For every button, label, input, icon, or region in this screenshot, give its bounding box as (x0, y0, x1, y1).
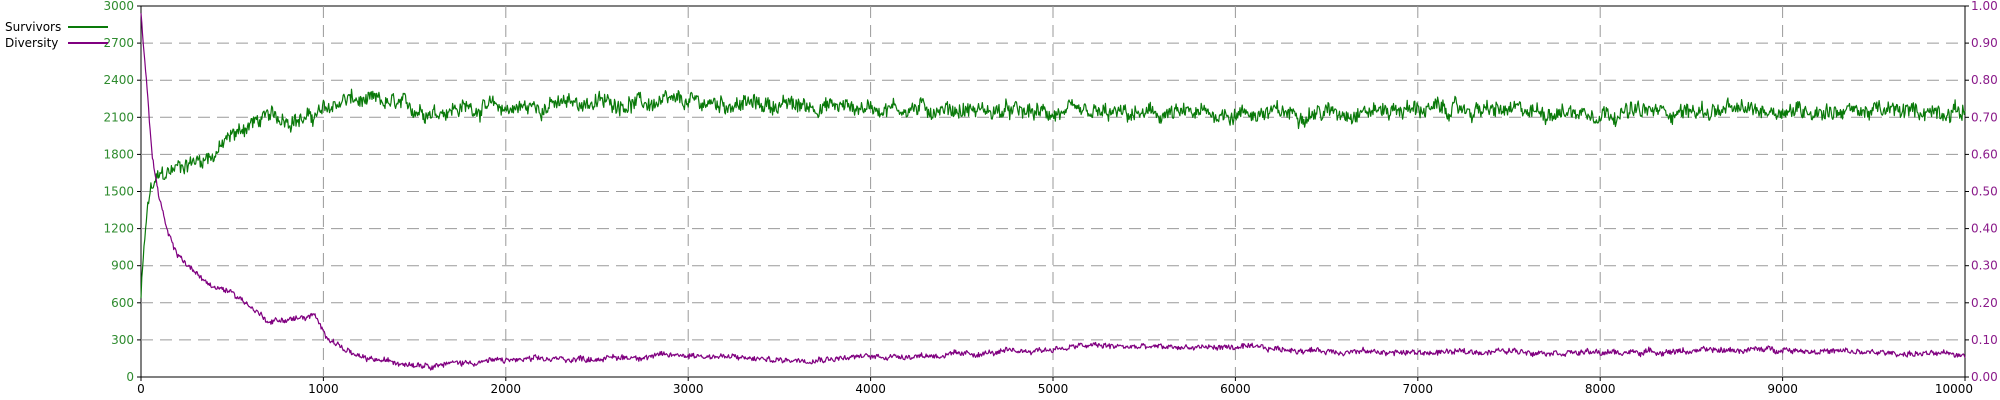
x-tick-label: 5000 (1038, 382, 1069, 396)
right-tick-label: 0.20 (1971, 296, 1998, 310)
right-tick-label: 0.50 (1971, 185, 1998, 199)
left-tick-label: 300 (111, 333, 134, 347)
x-tick-label: 4000 (855, 382, 886, 396)
right-tick-label: 0.30 (1971, 259, 1998, 273)
x-axis-ticks: 0 1000 2000 3000 4000 5000 6000 7000 8000 9000 100… (137, 377, 1973, 396)
right-tick-label: 0.70 (1971, 110, 1998, 124)
right-tick-label: 0.40 (1971, 222, 1998, 236)
left-tick-label: 1200 (103, 222, 134, 236)
x-tick-label: 2000 (491, 382, 522, 396)
left-tick-label: 600 (111, 296, 134, 310)
left-tick-label: 2700 (103, 36, 134, 50)
left-tick-label: 0 (126, 370, 134, 384)
series-lines (140, 13, 1966, 371)
right-tick-label: 1.00 (1971, 0, 1998, 13)
left-tick-label: 2400 (103, 73, 134, 87)
left-tick-label: 3000 (103, 0, 134, 13)
legend-label-diversity: Diversity (5, 36, 58, 50)
gridlines (141, 6, 1965, 377)
x-tick-label: 3000 (673, 382, 704, 396)
left-tick-label: 1500 (103, 185, 134, 199)
left-tick-label: 1800 (103, 147, 134, 161)
x-tick-label: 1000 (308, 382, 339, 396)
right-axis-ticks: 0.00 0.10 0.20 0.30 0.40 0.50 0.60 0.70 0.80 0.90… (1965, 0, 1998, 384)
x-tick-label: 7000 (1403, 382, 1434, 396)
x-tick-label: 9000 (1767, 382, 1798, 396)
left-tick-label: 2100 (103, 110, 134, 124)
right-tick-label: 0.60 (1971, 147, 1998, 161)
plot-area (140, 5, 1966, 378)
right-tick-label: 0.90 (1971, 36, 1998, 50)
left-axis-ticks: 0 300 600 900 1200 1500 1800 2100 2400 2700 3000 (103, 0, 141, 384)
right-tick-label: 0.80 (1971, 73, 1998, 87)
x-tick-label: 6000 (1220, 382, 1251, 396)
legend-label-survivors: Survivors (5, 20, 61, 34)
series-line-survivors (140, 88, 1966, 299)
legend: Survivors Diversity (5, 20, 108, 50)
right-tick-label: 0.00 (1971, 370, 1998, 384)
left-tick-label: 900 (111, 259, 134, 273)
right-tick-label: 0.10 (1971, 333, 1998, 347)
x-tick-label: 8000 (1585, 382, 1616, 396)
series-line-diversity (140, 13, 1966, 371)
x-tick-label: 10000 (1935, 382, 1973, 396)
x-tick-label: 0 (137, 382, 145, 396)
